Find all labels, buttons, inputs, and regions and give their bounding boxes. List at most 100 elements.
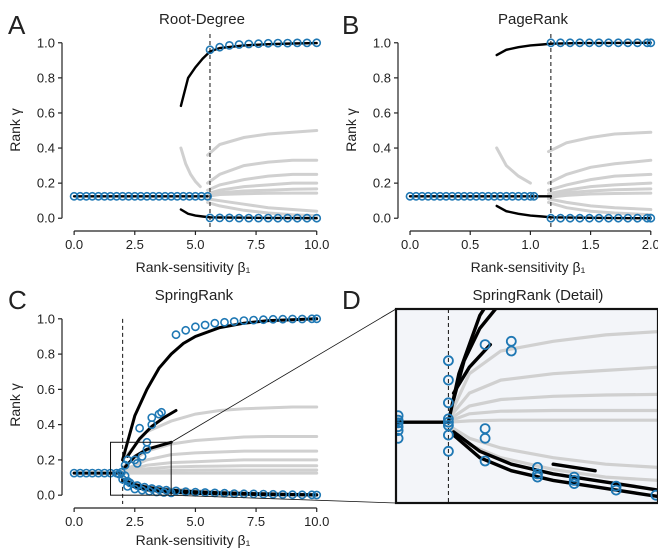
unstable-branch-a-9 [206, 191, 319, 198]
x-tick-label-b: 0.0 [401, 237, 419, 252]
data-point-d [396, 421, 404, 433]
panel-b: B PageRank 0.0 0.2 0.4 0.6 0.8 1.0 0.0 0.5 1.0 1.… [342, 10, 658, 275]
x-tick-label-b: 0.5 [461, 237, 479, 252]
data-point-c [239, 316, 249, 325]
data-point-a [234, 40, 244, 49]
data-point-a [224, 41, 234, 50]
data-point-d [479, 432, 491, 444]
data-point-d [532, 468, 543, 480]
unstable-branch-b-8 [547, 187, 653, 197]
data-point-c [288, 490, 297, 500]
panel-title-c: SpringRank [155, 287, 234, 304]
data-point-a [283, 38, 292, 48]
data-point-a [112, 191, 121, 201]
data-point-b [429, 191, 439, 201]
data-point-c [249, 489, 258, 499]
data-point-a [244, 39, 254, 49]
data-point-a [100, 191, 109, 201]
data-point-d [568, 478, 580, 490]
data-point-a [254, 213, 263, 223]
panel-a: A Root-Degree 0.0 0.2 0.4 0.6 0.8 1.0 0.0 2.5 5.… [7, 10, 329, 275]
y-tick-label-c: 0.4 [37, 417, 55, 432]
data-point-c [220, 317, 229, 327]
axes-a: 0.0 0.2 0.4 0.6 0.8 1.0 0.0 2.5 5.0 7.5 10.0 [37, 35, 329, 252]
data-point-a [87, 191, 97, 201]
data-point-c [258, 489, 268, 499]
panel-title-a: Root-Degree [159, 11, 245, 28]
x-tick-label-b: 1.5 [582, 237, 600, 252]
data-point-a [234, 213, 244, 223]
data-point-d [396, 432, 404, 444]
y-tick-label-b: 0.0 [373, 211, 391, 226]
data-point-c [268, 489, 278, 499]
data-point-d [532, 471, 543, 483]
data-point-b [471, 191, 481, 201]
detail-frame [394, 307, 658, 505]
data-point-b [646, 38, 656, 48]
detail-background [396, 309, 658, 503]
data-point-a [302, 38, 312, 48]
data-point-a [166, 191, 176, 201]
data-point-d [442, 416, 454, 428]
data-point-b [465, 191, 475, 201]
x-tick-label-c: 2.5 [126, 514, 144, 529]
data-point-b [604, 38, 613, 48]
data-point-d [442, 397, 454, 409]
data-point-a [292, 38, 302, 48]
unstable-branch-c-10 [121, 464, 319, 474]
data-point-b [508, 191, 517, 201]
y-tick-label-c: 0.2 [37, 452, 55, 467]
data-point-b [501, 191, 511, 201]
y-tick-label-c: 1.0 [37, 311, 55, 326]
data-point-c [288, 314, 297, 324]
y-tick-label-a: 1.0 [37, 35, 55, 50]
data-point-a [215, 42, 225, 52]
data-point-a [273, 213, 283, 223]
data-point-a [205, 45, 215, 55]
x-tick-label-c: 7.5 [247, 514, 265, 529]
data-point-b [613, 38, 623, 48]
unstable-branch-a-4 [206, 129, 319, 157]
data-point-b [546, 213, 556, 223]
data-point-c [249, 315, 258, 325]
y-tick-label-b: 1.0 [373, 35, 391, 50]
data-point-b [405, 191, 415, 201]
data-point-b [594, 38, 604, 48]
unstable-branch-b-6 [547, 172, 653, 192]
unstable-branch-b-4 [547, 130, 653, 154]
data-point-b [623, 38, 633, 48]
data-point-b [489, 191, 499, 201]
y-tick-label-a: 0.6 [37, 105, 55, 120]
unstable-branch-c-11 [121, 468, 319, 475]
data-point-a [136, 191, 146, 201]
x-tick-label-b: 1.0 [521, 237, 539, 252]
data-point-a [69, 191, 79, 201]
data-point-b [441, 191, 451, 201]
unstable-branch-d-8 [446, 365, 658, 421]
data-point-b [447, 191, 457, 201]
data-point-a [302, 213, 312, 223]
unstable-branch-d-12 [446, 423, 658, 469]
plot-area-b [405, 34, 656, 227]
data-point-b [423, 191, 433, 201]
data-point-d [505, 345, 517, 357]
data-point-d [568, 471, 580, 483]
unstable-branch-a-7 [206, 181, 319, 196]
data-point-a [154, 191, 164, 201]
data-point-d [396, 417, 404, 429]
data-point-a [130, 191, 140, 201]
data-point-b [575, 213, 585, 223]
data-point-a [197, 191, 206, 201]
data-point-a [312, 38, 322, 48]
unstable-branch-c-7 [121, 435, 319, 469]
data-point-b [453, 191, 463, 201]
data-point-d [479, 455, 491, 467]
data-point-b [477, 191, 487, 201]
data-point-c [118, 474, 127, 484]
y-axis-label-c: Rank γ [7, 383, 23, 427]
x-tick-label-a: 5.0 [186, 237, 204, 252]
panel-title-b: PageRank [498, 11, 569, 28]
y-tick-label-a: 0.0 [37, 211, 55, 226]
data-point-c [132, 458, 142, 468]
y-tick-label-c: 0.6 [37, 382, 55, 397]
